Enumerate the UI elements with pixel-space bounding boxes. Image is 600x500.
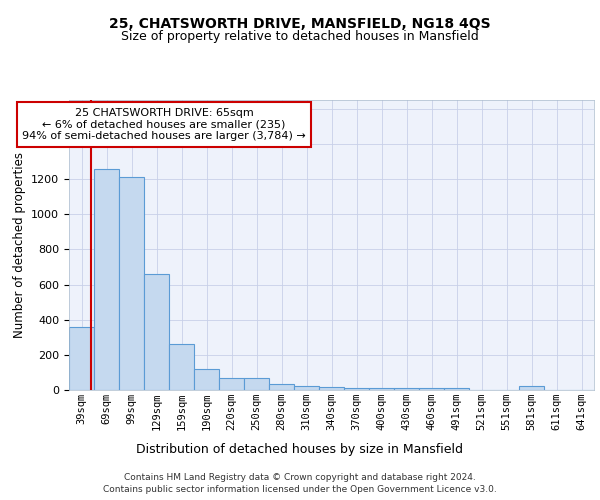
Bar [269, 384, 294, 390]
Bar [319, 388, 344, 390]
Bar [294, 386, 319, 390]
Bar [69, 326, 94, 390]
Text: 25, CHATSWORTH DRIVE, MANSFIELD, NG18 4QS: 25, CHATSWORTH DRIVE, MANSFIELD, NG18 4Q… [109, 18, 491, 32]
Bar [419, 388, 444, 390]
Text: Contains HM Land Registry data © Crown copyright and database right 2024.: Contains HM Land Registry data © Crown c… [124, 472, 476, 482]
Text: Size of property relative to detached houses in Mansfield: Size of property relative to detached ho… [121, 30, 479, 43]
Text: Distribution of detached houses by size in Mansfield: Distribution of detached houses by size … [137, 442, 464, 456]
Bar [344, 388, 369, 390]
Text: Contains public sector information licensed under the Open Government Licence v3: Contains public sector information licen… [103, 485, 497, 494]
Y-axis label: Number of detached properties: Number of detached properties [13, 152, 26, 338]
Text: 25 CHATSWORTH DRIVE: 65sqm
← 6% of detached houses are smaller (235)
94% of semi: 25 CHATSWORTH DRIVE: 65sqm ← 6% of detac… [22, 108, 306, 141]
Bar [519, 386, 544, 390]
Bar [144, 274, 169, 390]
Bar [169, 344, 194, 390]
Bar [244, 378, 269, 390]
Bar [369, 388, 394, 390]
Bar [444, 388, 469, 390]
Bar [94, 168, 119, 390]
Bar [194, 369, 219, 390]
Bar [119, 178, 144, 390]
Bar [219, 378, 244, 390]
Bar [394, 388, 419, 390]
